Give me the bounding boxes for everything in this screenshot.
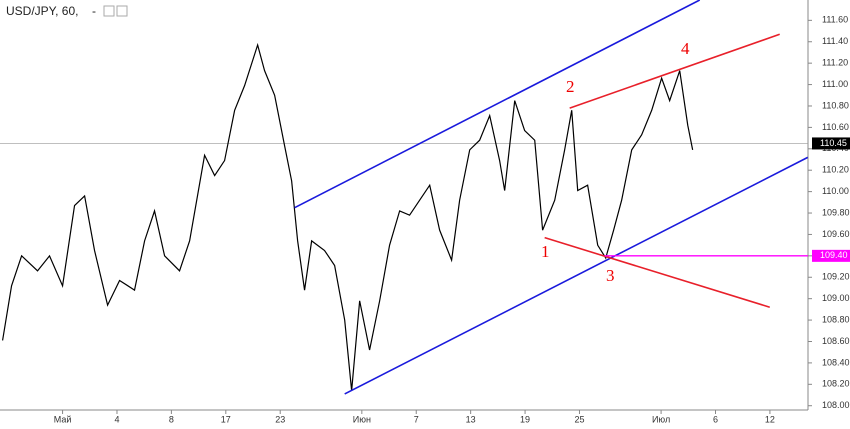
- y-tick-label: 110.00: [822, 186, 849, 196]
- level-tag-label: 109.40: [820, 250, 848, 260]
- price-tag-label: 110.45: [820, 138, 847, 148]
- chart-title: USD/JPY, 60,: [6, 4, 78, 18]
- x-tick-label: 12: [765, 414, 775, 424]
- y-tick-label: 108.60: [822, 336, 850, 346]
- y-tick-label: 108.20: [822, 379, 850, 389]
- icon[interactable]: [103, 5, 115, 17]
- x-tick-label: 6: [713, 414, 718, 424]
- y-tick-label: 108.40: [822, 357, 850, 367]
- y-tick-label: 109.60: [822, 229, 850, 239]
- y-tick-label: 109.20: [822, 272, 850, 282]
- x-tick-label: Июл: [652, 414, 670, 424]
- y-tick-label: 109.00: [822, 293, 850, 303]
- y-tick-label: 111.20: [822, 58, 848, 68]
- title-suffix: -: [92, 4, 96, 18]
- x-tick-label: 7: [414, 414, 419, 424]
- y-tick-label: 108.00: [822, 400, 850, 410]
- trend-line: [544, 236, 771, 308]
- x-tick-label: 19: [520, 414, 530, 424]
- x-tick-label: 17: [221, 414, 231, 424]
- icon[interactable]: [116, 5, 128, 17]
- level-tag: [812, 249, 850, 262]
- x-tick-label: Май: [54, 414, 72, 424]
- x-tick-label: 25: [574, 414, 584, 424]
- wave-label: 2: [566, 77, 575, 96]
- x-tick-label: 23: [275, 414, 285, 424]
- y-tick-label: 111.60: [822, 15, 848, 25]
- y-tick-label: 111.00: [822, 79, 848, 89]
- y-tick-label: 110.20: [822, 165, 849, 175]
- y-tick-label: 109.80: [822, 207, 850, 217]
- y-tick-label: 111.40: [822, 36, 848, 46]
- x-tick-label: 4: [114, 414, 119, 424]
- wave-label: 4: [681, 39, 690, 58]
- wave-label: 3: [606, 266, 615, 285]
- trend-line: [569, 33, 780, 109]
- y-tick-label: 110.80: [822, 100, 849, 110]
- x-tick-label: Июн: [353, 414, 371, 424]
- x-tick-label: 8: [169, 414, 174, 424]
- wave-label: 1: [541, 242, 550, 261]
- x-tick-label: 13: [466, 414, 476, 424]
- price-line: [1, 42, 694, 391]
- y-tick-label: 110.60: [822, 122, 849, 132]
- y-tick-label: 108.80: [822, 314, 850, 324]
- trend-line: [344, 156, 809, 395]
- price-tag: [812, 137, 850, 150]
- trend-line: [294, 0, 701, 209]
